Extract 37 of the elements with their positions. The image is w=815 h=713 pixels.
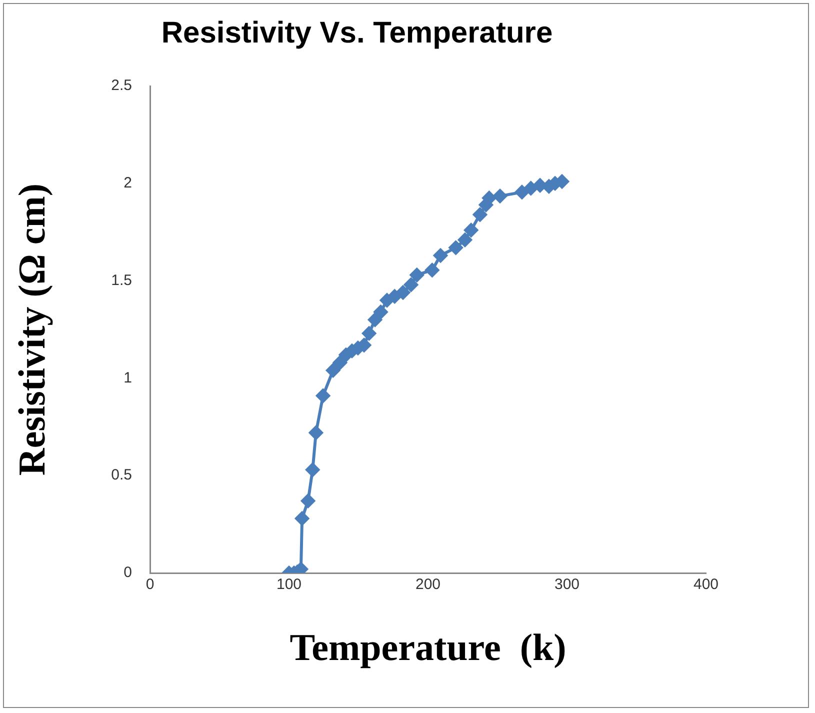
- point: [448, 240, 463, 255]
- point: [514, 185, 529, 200]
- point: [306, 462, 320, 477]
- y-tick-label: 1: [124, 369, 132, 386]
- x-tick-label: 400: [693, 576, 719, 594]
- x-tick-label: 0: [146, 576, 154, 594]
- x-tick-label: 100: [276, 576, 302, 594]
- point: [493, 189, 507, 204]
- point: [316, 388, 330, 403]
- point: [524, 181, 538, 196]
- y-tick-label: 2.5: [111, 77, 132, 94]
- point: [368, 312, 382, 327]
- y-tick-label: 1.5: [111, 272, 132, 289]
- point: [362, 326, 376, 340]
- point: [333, 356, 348, 370]
- point: [458, 232, 472, 247]
- chart-title: Resistivity Vs. Temperature: [161, 16, 553, 50]
- point: [404, 278, 418, 292]
- x-tick-label: 300: [554, 576, 580, 594]
- point: [396, 285, 410, 300]
- y-tick-label: 0.5: [111, 466, 132, 484]
- point: [472, 208, 487, 222]
- y-tick-label: 2: [124, 174, 132, 192]
- y-tick-label: 0: [124, 564, 132, 582]
- point: [410, 268, 424, 282]
- y-axis-title: Resistivity (Ω cm): [12, 183, 54, 476]
- point: [295, 511, 310, 526]
- point: [425, 263, 440, 278]
- point: [434, 248, 448, 262]
- point: [388, 289, 402, 304]
- x-tick-label: 200: [415, 576, 441, 594]
- point: [374, 304, 388, 319]
- point: [326, 363, 340, 378]
- point: [308, 426, 323, 440]
- point: [301, 494, 316, 508]
- point: [464, 223, 478, 238]
- x-axis-title: Temperature (k): [290, 627, 566, 670]
